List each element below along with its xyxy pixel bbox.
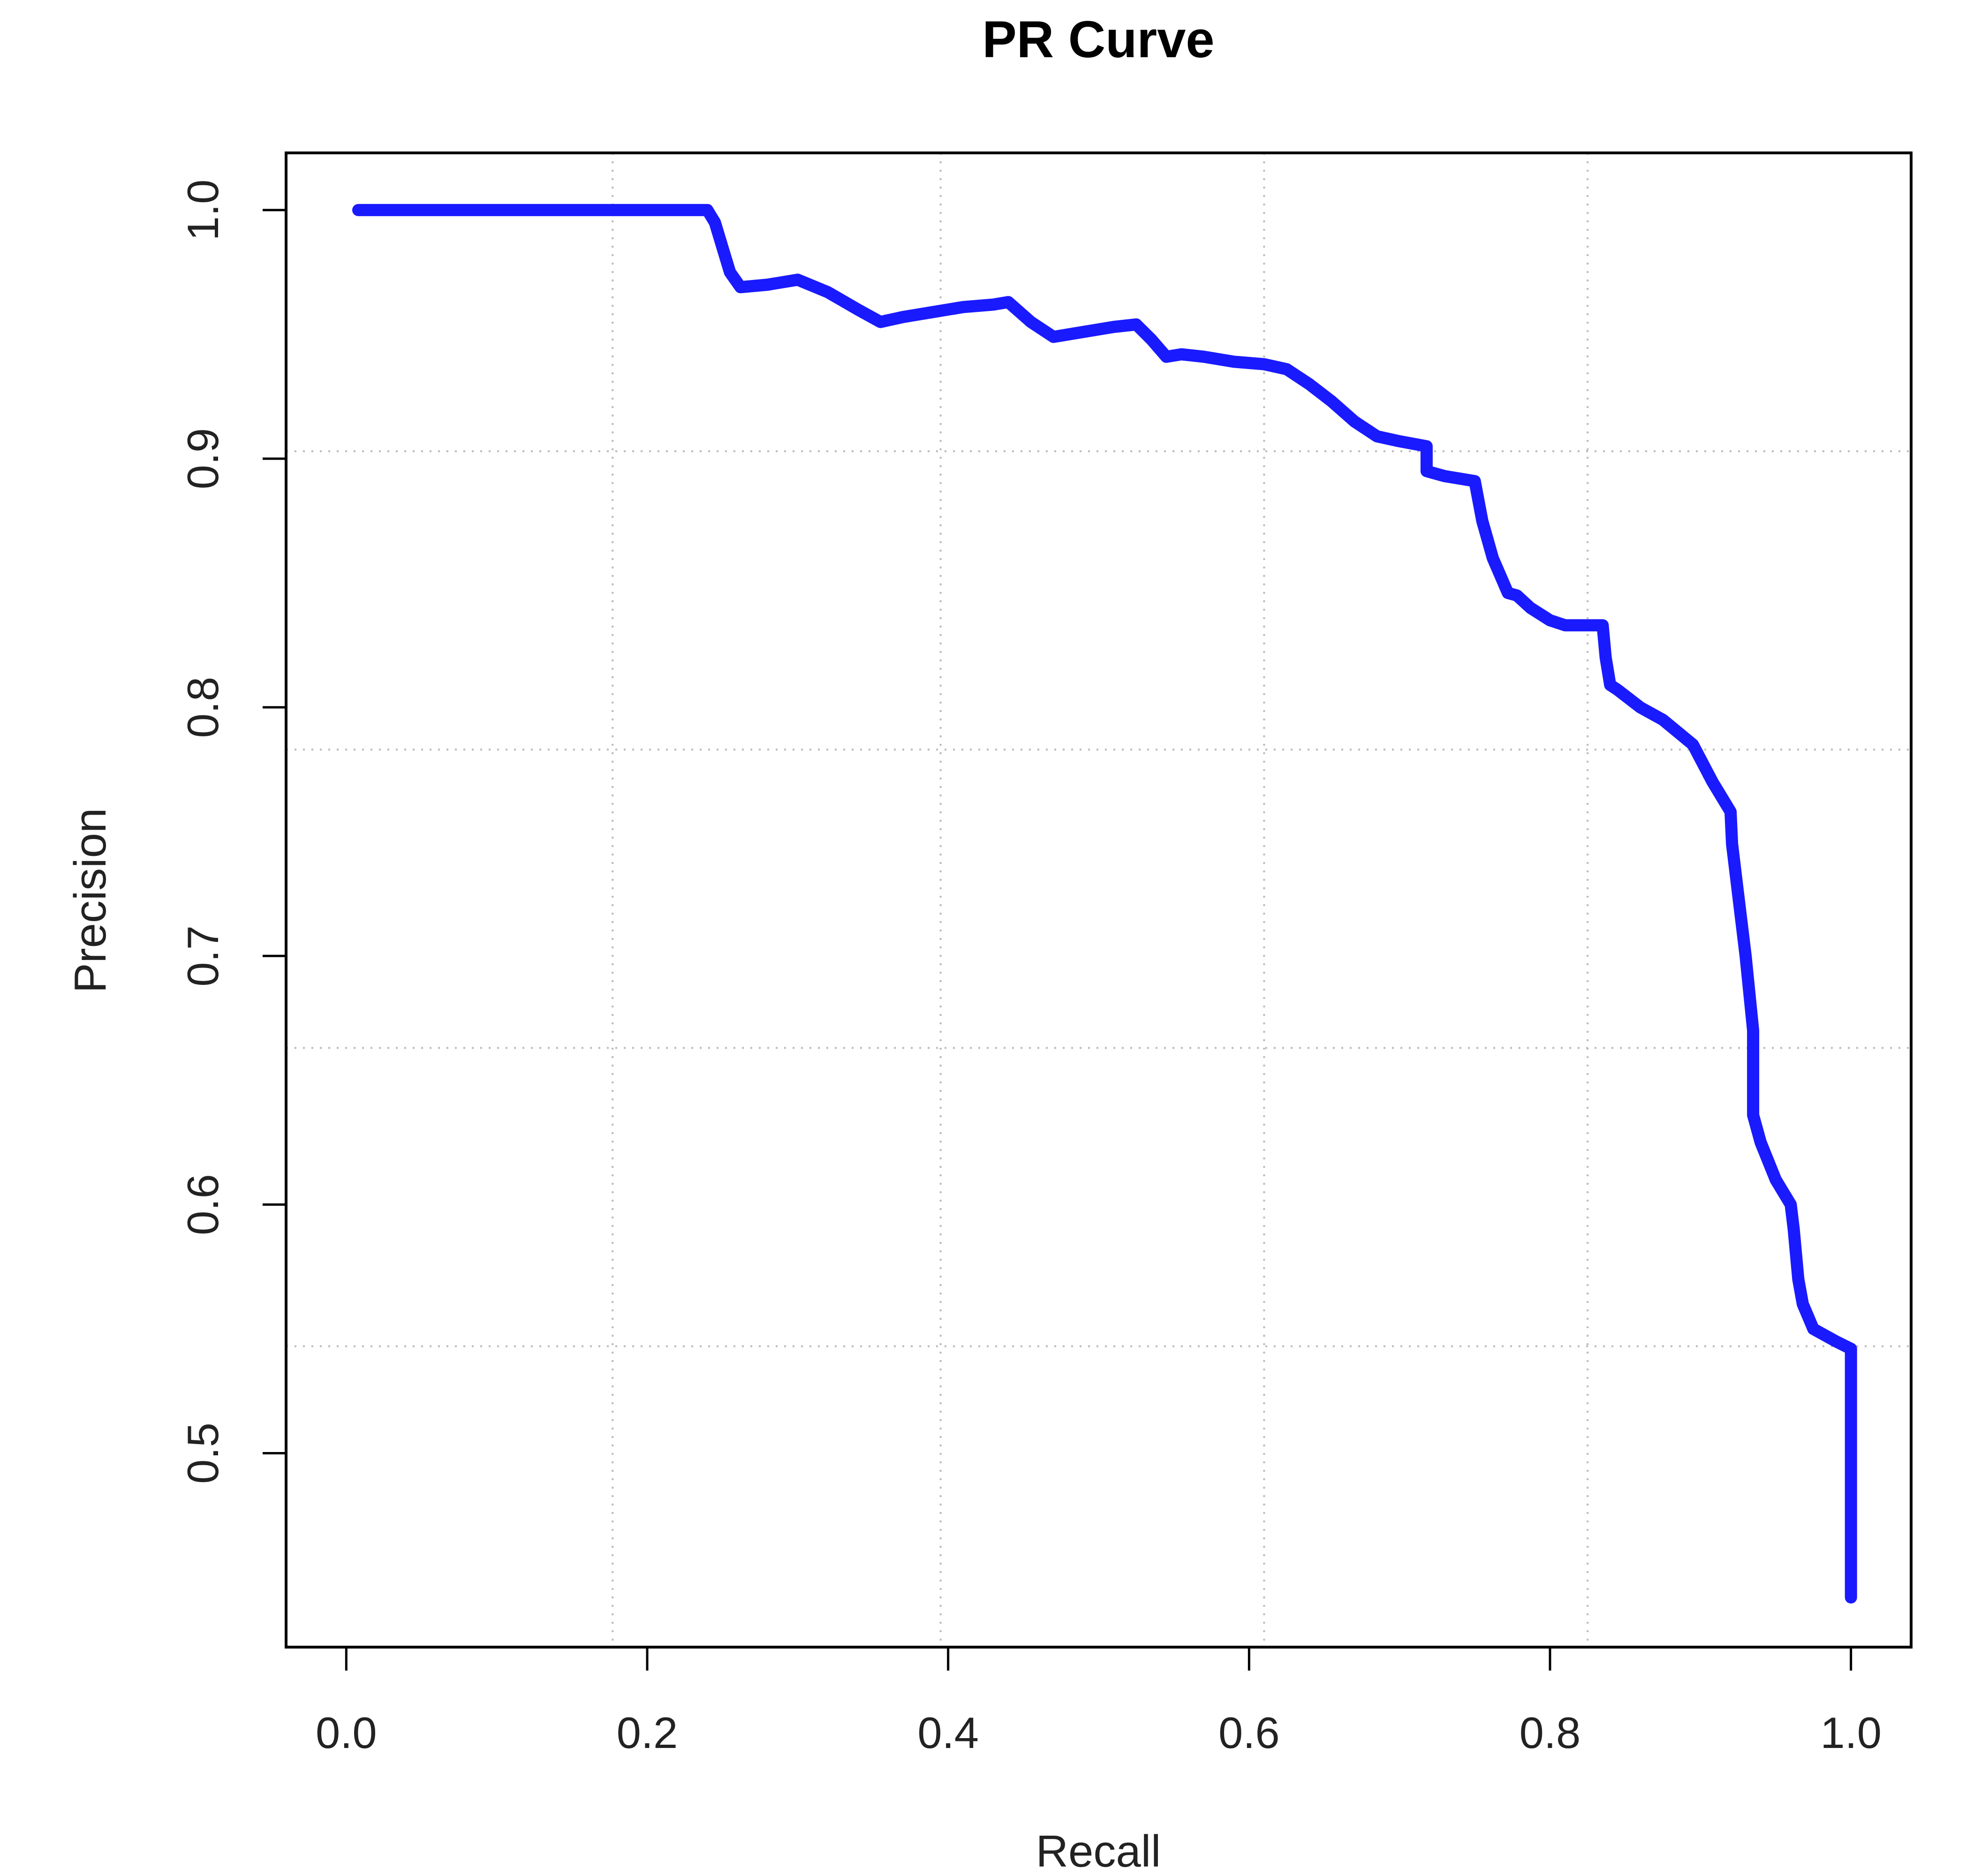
x-tick-label: 0.8 — [1520, 1708, 1581, 1757]
y-tick-label: 0.6 — [178, 1174, 227, 1235]
y-tick-label: 0.8 — [178, 677, 227, 738]
series-layer — [352, 204, 1857, 1604]
y-tick-label: 0.5 — [178, 1422, 227, 1484]
x-tick-label: 0.0 — [316, 1708, 377, 1757]
x-tick-label: 0.6 — [1218, 1708, 1280, 1757]
y-tick-label: 0.9 — [178, 428, 227, 490]
y-axis: 0.5 0.6 0.7 0.8 0.9 1.0 — [178, 180, 286, 1484]
x-axis-label: Recall — [1036, 1826, 1161, 1876]
y-axis-label: Precision — [65, 808, 115, 993]
x-tick-label: 0.2 — [617, 1708, 678, 1757]
y-tick-label: 1.0 — [178, 180, 227, 241]
x-tick-label: 0.4 — [917, 1708, 979, 1757]
plot-frame — [285, 151, 1913, 1649]
x-tick-label: 1.0 — [1820, 1708, 1882, 1757]
pr-curve-line — [352, 204, 1857, 1604]
x-axis: 0.0 0.2 0.4 0.6 0.8 1.0 — [316, 1646, 1882, 1757]
chart-title: PR Curve — [982, 11, 1214, 68]
y-tick-label: 0.7 — [178, 925, 227, 987]
grid-layer — [286, 153, 1911, 1647]
